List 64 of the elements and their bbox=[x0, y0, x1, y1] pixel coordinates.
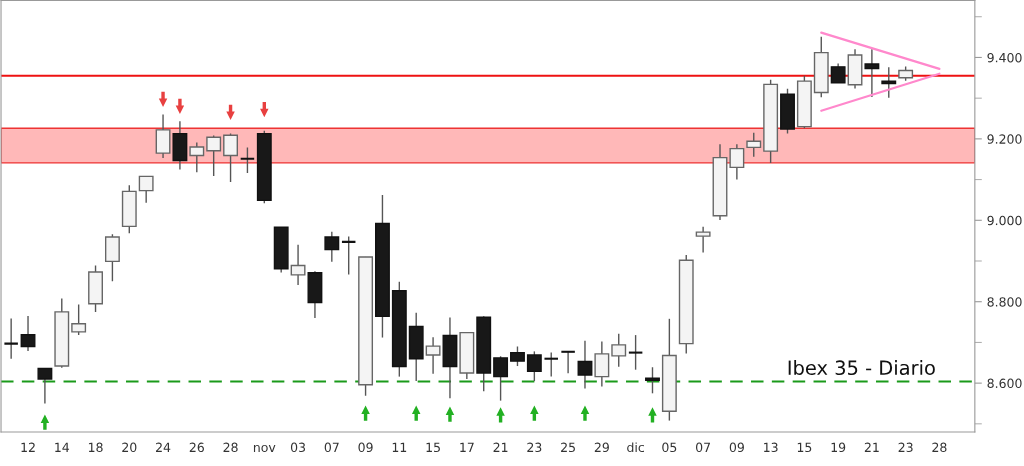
x-tick-label: 25 bbox=[561, 442, 575, 453]
x-tick-label: 11 bbox=[392, 442, 407, 452]
x-tick-label: 14 bbox=[55, 442, 70, 452]
x-tick-label: 09 bbox=[729, 442, 744, 453]
candlestick bbox=[138, 175, 154, 204]
x-tick-label: 24 bbox=[156, 442, 171, 452]
candlestick bbox=[830, 62, 846, 84]
candlestick bbox=[881, 66, 897, 99]
x-tick-label: 05 bbox=[662, 442, 677, 453]
candlestick bbox=[864, 48, 880, 98]
y-tick-label: 8.600 bbox=[987, 378, 1022, 389]
candlestick bbox=[543, 351, 560, 378]
candlestick bbox=[611, 333, 627, 368]
candlestick bbox=[324, 230, 340, 263]
candlestick bbox=[3, 317, 19, 360]
x-tick-label: 13 bbox=[764, 442, 778, 453]
x-tick-label: 18 bbox=[88, 442, 103, 453]
annotation: Ibex 35 - Diario bbox=[788, 360, 935, 376]
candlestick bbox=[425, 336, 441, 375]
candlestick bbox=[340, 235, 357, 276]
x-tick-label: 28 bbox=[932, 442, 947, 453]
x-tick-label: 15 bbox=[426, 442, 440, 453]
candlestick bbox=[37, 367, 53, 405]
y-tick-label: 9.200 bbox=[987, 134, 1022, 144]
x-tick-label: 21 bbox=[864, 442, 879, 452]
x-tick-label: 26 bbox=[189, 442, 204, 453]
x-tick-label: dic bbox=[627, 442, 644, 453]
x-tick-label: 07 bbox=[324, 442, 339, 453]
candlestick bbox=[71, 303, 87, 336]
x-tick-label: 23 bbox=[898, 442, 913, 453]
candlestick bbox=[20, 315, 36, 352]
y-tick-label: 9.000 bbox=[987, 215, 1022, 226]
x-tick-label: 15 bbox=[797, 442, 812, 453]
y-tick-label: 9.400 bbox=[987, 52, 1022, 63]
candlestick bbox=[645, 366, 660, 395]
candlestick bbox=[155, 113, 171, 159]
candlestick bbox=[206, 134, 222, 177]
x-tick-label: 09 bbox=[358, 442, 373, 453]
x-tick-label: 19 bbox=[831, 442, 846, 453]
x-tick-label: 12 bbox=[21, 442, 35, 452]
candlestick bbox=[627, 334, 644, 371]
x-tick-label: 20 bbox=[122, 442, 137, 453]
x-tick-label: 29 bbox=[594, 442, 609, 453]
candlestick bbox=[189, 141, 205, 173]
candlestick bbox=[223, 132, 239, 183]
x-tick-label: 23 bbox=[527, 442, 542, 453]
candlestick bbox=[594, 340, 610, 388]
x-tick-label: 07 bbox=[695, 442, 711, 453]
candlestick bbox=[577, 340, 593, 390]
x-tick-label: 03 bbox=[290, 442, 306, 453]
candlestick bbox=[729, 143, 745, 181]
x-tick-label: 28 bbox=[223, 442, 238, 453]
candlestick bbox=[560, 350, 576, 375]
candlestick bbox=[695, 226, 711, 254]
candlestick bbox=[493, 355, 509, 402]
candlestick bbox=[290, 244, 306, 286]
candlestick bbox=[746, 132, 762, 158]
y-tick-label: 8.800 bbox=[987, 297, 1022, 307]
x-tick-label: 17 bbox=[460, 442, 474, 452]
candlestick bbox=[239, 146, 256, 174]
x-tick-label: nov bbox=[253, 444, 276, 453]
x-tick-label: 21 bbox=[493, 442, 508, 452]
candlestick bbox=[510, 345, 525, 367]
candlestick bbox=[526, 350, 542, 382]
